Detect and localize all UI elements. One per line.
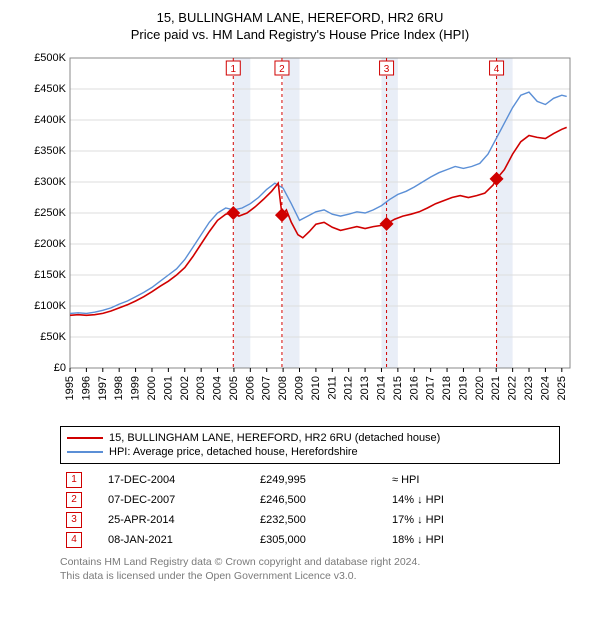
event-delta: 18% ↓ HPI (386, 530, 560, 550)
svg-text:2019: 2019 (457, 376, 469, 400)
svg-text:2007: 2007 (261, 376, 273, 400)
svg-text:2012: 2012 (343, 376, 355, 400)
svg-text:2002: 2002 (179, 376, 191, 400)
price-chart: £0 £50K £100K £150K £200K £250K £300K £350K £400… (20, 50, 580, 420)
svg-text:2010: 2010 (310, 376, 322, 400)
event-date: 17-DEC-2004 (102, 470, 254, 490)
svg-text:£50K: £50K (40, 331, 66, 343)
legend-label: 15, BULLINGHAM LANE, HEREFORD, HR2 6RU (… (109, 432, 440, 444)
page-subtitle: Price paid vs. HM Land Registry's House … (10, 27, 590, 42)
event-row: 3 25-APR-2014£232,50017% ↓ HPI (60, 510, 560, 530)
legend-item-price-paid: 15, BULLINGHAM LANE, HEREFORD, HR2 6RU (… (67, 431, 553, 445)
svg-text:2006: 2006 (244, 376, 256, 400)
legend-swatch (67, 437, 103, 439)
svg-text:2024: 2024 (539, 376, 551, 400)
event-date: 07-DEC-2007 (102, 490, 254, 510)
event-price: £232,500 (254, 510, 386, 530)
svg-text:2014: 2014 (375, 376, 387, 400)
event-date: 25-APR-2014 (102, 510, 254, 530)
svg-text:2: 2 (279, 64, 285, 75)
event-marker-icon: 4 (66, 532, 82, 548)
svg-text:1999: 1999 (130, 376, 142, 400)
footer-note: Contains HM Land Registry data © Crown c… (60, 556, 560, 583)
svg-text:2025: 2025 (556, 376, 568, 400)
svg-text:2021: 2021 (490, 376, 502, 400)
svg-text:2005: 2005 (228, 376, 240, 400)
svg-text:£100K: £100K (34, 300, 66, 312)
event-delta: 14% ↓ HPI (386, 490, 560, 510)
svg-text:2003: 2003 (195, 376, 207, 400)
event-delta: 17% ↓ HPI (386, 510, 560, 530)
svg-text:2020: 2020 (474, 376, 486, 400)
svg-text:2004: 2004 (212, 376, 224, 400)
event-price: £249,995 (254, 470, 386, 490)
event-price: £305,000 (254, 530, 386, 550)
svg-text:1996: 1996 (80, 376, 92, 400)
svg-text:£300K: £300K (34, 176, 66, 188)
svg-text:1997: 1997 (97, 376, 109, 400)
page-title: 15, BULLINGHAM LANE, HEREFORD, HR2 6RU (10, 10, 590, 27)
svg-text:2008: 2008 (277, 376, 289, 400)
svg-text:4: 4 (494, 64, 500, 75)
svg-text:2011: 2011 (326, 376, 338, 400)
chart-legend: 15, BULLINGHAM LANE, HEREFORD, HR2 6RU (… (60, 426, 560, 464)
event-marker-icon: 1 (66, 472, 82, 488)
svg-text:£200K: £200K (34, 238, 66, 250)
svg-text:£350K: £350K (34, 145, 66, 157)
legend-item-hpi: HPI: Average price, detached house, Here… (67, 445, 553, 459)
svg-text:1998: 1998 (113, 376, 125, 400)
svg-text:2023: 2023 (523, 376, 535, 400)
events-table: 1 17-DEC-2004£249,995≈ HPI 2 07-DEC-2007£24… (60, 470, 560, 550)
svg-text:£150K: £150K (34, 269, 66, 281)
event-row: 2 07-DEC-2007£246,50014% ↓ HPI (60, 490, 560, 510)
svg-text:3: 3 (384, 64, 390, 75)
event-price: £246,500 (254, 490, 386, 510)
svg-text:2016: 2016 (408, 376, 420, 400)
svg-text:£250K: £250K (34, 207, 66, 219)
svg-text:1995: 1995 (64, 376, 76, 400)
svg-text:1: 1 (230, 64, 236, 75)
event-marker-icon: 3 (66, 512, 82, 528)
footer-line: Contains HM Land Registry data © Crown c… (60, 556, 560, 570)
svg-text:£0: £0 (54, 362, 66, 374)
svg-text:2017: 2017 (425, 376, 437, 400)
event-delta: ≈ HPI (386, 470, 560, 490)
svg-text:2018: 2018 (441, 376, 453, 400)
event-date: 08-JAN-2021 (102, 530, 254, 550)
event-marker-icon: 2 (66, 492, 82, 508)
footer-line: This data is licensed under the Open Gov… (60, 570, 560, 584)
svg-text:2000: 2000 (146, 376, 158, 400)
svg-text:2001: 2001 (162, 376, 174, 400)
svg-text:2022: 2022 (507, 376, 519, 400)
legend-label: HPI: Average price, detached house, Here… (109, 446, 358, 458)
svg-text:£500K: £500K (34, 52, 66, 64)
svg-text:£400K: £400K (34, 114, 66, 126)
event-row: 4 08-JAN-2021£305,00018% ↓ HPI (60, 530, 560, 550)
event-row: 1 17-DEC-2004£249,995≈ HPI (60, 470, 560, 490)
svg-text:2015: 2015 (392, 376, 404, 400)
svg-text:2013: 2013 (359, 376, 371, 400)
svg-text:2009: 2009 (294, 376, 306, 400)
legend-swatch (67, 451, 103, 453)
svg-text:£450K: £450K (34, 83, 66, 95)
